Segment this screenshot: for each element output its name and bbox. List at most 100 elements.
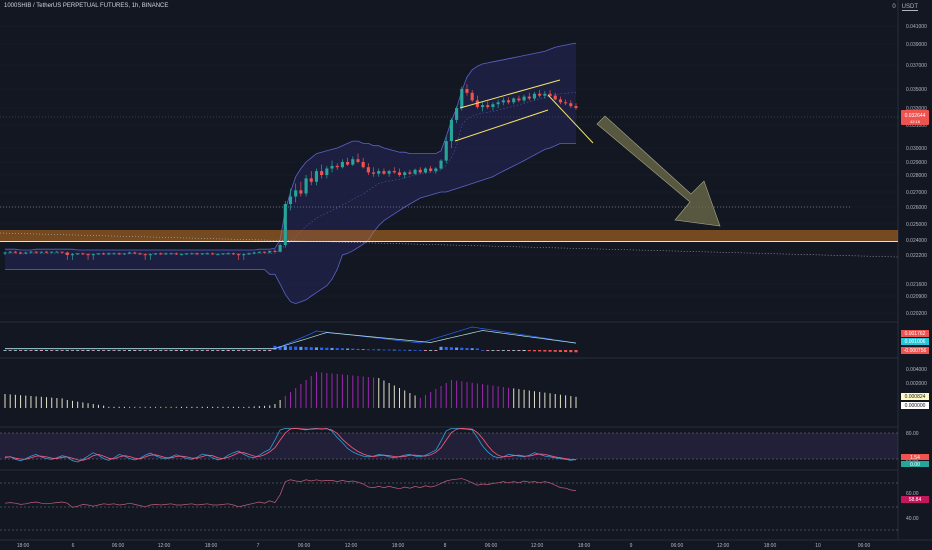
oscillator-bar	[575, 396, 577, 408]
price-axis-label: 0.020200	[906, 311, 927, 317]
oscillator-bar	[378, 378, 380, 408]
oscillator-bar	[482, 384, 484, 408]
price-axis-label: 0.033000	[906, 106, 927, 112]
price-axis-label: 0.039000	[906, 42, 927, 48]
candle-body	[496, 102, 500, 105]
oscillator-bar	[331, 373, 333, 408]
macd-histogram-bar	[512, 350, 516, 351]
candle-body	[226, 253, 230, 255]
macd-histogram-bar	[330, 347, 334, 350]
oscillator-bar	[35, 396, 37, 408]
candlesticks[interactable]	[3, 84, 578, 260]
macd-value-badge	[901, 347, 929, 354]
candle-body	[190, 253, 194, 255]
candle-body	[3, 252, 7, 254]
candle-body	[65, 252, 69, 255]
oscillator-bar	[414, 395, 416, 408]
macd-histogram-bar	[506, 350, 511, 351]
rsi-axis-label: 60.00	[906, 491, 919, 497]
candle-body	[231, 253, 235, 255]
oscillator-bar	[497, 386, 499, 408]
macd-histogram-bar	[19, 350, 23, 351]
oscillator-bar	[347, 375, 349, 408]
candle-body	[408, 172, 412, 174]
macd-value-badge	[901, 330, 929, 337]
oscillator-bar	[456, 380, 458, 408]
candle-body	[377, 171, 381, 174]
time-axis-label: 06:00	[112, 543, 125, 549]
macd-histogram-bar	[532, 350, 537, 352]
currency-corner[interactable]: 0 USDT	[892, 4, 918, 11]
oscillator-bar	[160, 406, 162, 408]
macd-histogram-bar	[133, 350, 137, 351]
oscillator-bar	[180, 406, 182, 408]
oscillator-bar	[66, 400, 68, 408]
oscillator-bar	[144, 406, 146, 408]
oscillator-bar	[523, 389, 525, 408]
candle-body	[117, 253, 121, 255]
candle-body	[44, 251, 49, 253]
signal-line	[5, 330, 577, 349]
price-axis-label: 0.041000	[906, 24, 927, 30]
oscillator-value-label: 0.000000	[905, 403, 926, 409]
price-axis-label: 0.027000	[906, 190, 927, 196]
oscillator-bar	[129, 406, 131, 408]
macd-histogram-bar	[96, 350, 100, 351]
macd-histogram-bar	[470, 348, 474, 350]
macd-histogram-bar	[143, 350, 147, 351]
macd-histogram-bar	[226, 350, 230, 351]
oscillator-bar	[139, 406, 141, 408]
trendline-drawings[interactable]	[454, 79, 721, 227]
candle-body	[200, 253, 204, 255]
candle-body	[558, 99, 562, 103]
candle-body	[205, 253, 210, 255]
macd-histogram-bar	[138, 350, 142, 351]
macd-histogram-bar	[8, 350, 12, 351]
oscillator-bar	[466, 382, 468, 408]
candle-body	[325, 168, 329, 175]
candle-body	[517, 98, 521, 101]
oscillator-bar	[4, 394, 6, 408]
time-axis[interactable]: 18:00 6 06:00 12:00 18:00 7 06:00 12:00 18:00 8 06…	[17, 543, 871, 549]
price-axis[interactable]: 0.041000 0.039000 0.037000 0.035000 0.033000…	[901, 24, 929, 522]
candle-body	[574, 106, 578, 108]
macd-histogram-bar	[439, 346, 443, 350]
candle-body	[569, 103, 573, 107]
candle-body	[309, 178, 313, 182]
candle-body	[257, 251, 261, 253]
oscillator-bar	[25, 395, 27, 408]
candle-body	[294, 190, 298, 197]
macd-histogram-bar	[39, 350, 43, 351]
candle-body	[444, 141, 448, 161]
candle-body	[39, 251, 43, 253]
candle-body	[371, 172, 376, 174]
macd-histogram-bar	[278, 346, 282, 350]
macd-histogram-bar	[76, 350, 80, 351]
macd-histogram-bar	[294, 346, 298, 350]
candle-body	[553, 95, 557, 100]
oscillator-bar	[14, 394, 16, 408]
price-axis-label: 0.030000	[906, 146, 927, 152]
time-axis-label: 12:00	[531, 543, 544, 549]
candle-body	[506, 100, 511, 103]
candle-body	[392, 171, 396, 173]
stoch-band	[0, 433, 898, 459]
macd-histogram-bar	[574, 350, 578, 353]
macd-histogram-bar	[29, 350, 33, 351]
price-axis-label: 0.029000	[906, 160, 927, 166]
candle-body	[50, 251, 54, 253]
time-axis-label: 8	[444, 543, 447, 549]
candle-body	[351, 159, 355, 165]
oscillator-bar	[424, 395, 426, 408]
macd-histogram-bar	[159, 350, 163, 351]
oscillator-bar	[113, 406, 115, 408]
oscillator-bar	[295, 388, 297, 408]
candle-body	[185, 253, 189, 255]
macd-histogram-bar	[501, 350, 505, 351]
currency-label[interactable]: USDT	[901, 4, 918, 11]
macd-histogram-bar	[527, 350, 531, 352]
candle-body	[34, 251, 38, 253]
oscillator-bar	[357, 376, 359, 408]
band-fill	[5, 43, 576, 304]
